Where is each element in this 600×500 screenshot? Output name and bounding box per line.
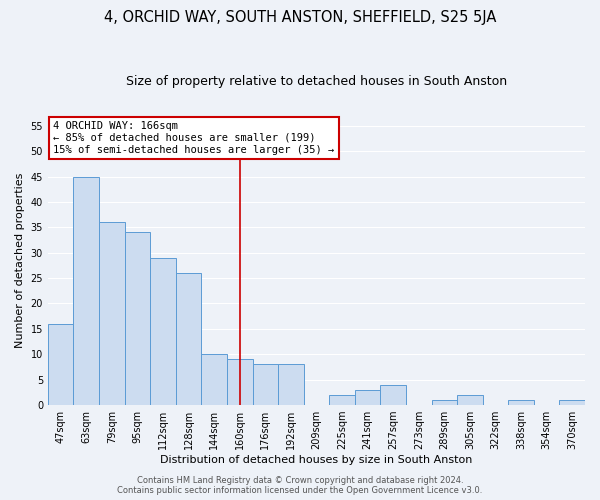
Bar	[355, 390, 380, 405]
Y-axis label: Number of detached properties: Number of detached properties	[15, 172, 25, 348]
Bar	[431, 400, 457, 405]
Bar	[125, 232, 150, 405]
Text: 4, ORCHID WAY, SOUTH ANSTON, SHEFFIELD, S25 5JA: 4, ORCHID WAY, SOUTH ANSTON, SHEFFIELD, …	[104, 10, 496, 25]
Bar	[99, 222, 125, 405]
Bar	[559, 400, 585, 405]
Bar	[176, 273, 202, 405]
Bar	[73, 176, 99, 405]
Bar	[150, 258, 176, 405]
Bar	[202, 354, 227, 405]
Bar	[278, 364, 304, 405]
Bar	[457, 395, 482, 405]
Bar	[380, 385, 406, 405]
Bar	[329, 395, 355, 405]
Bar	[227, 360, 253, 405]
Title: Size of property relative to detached houses in South Anston: Size of property relative to detached ho…	[126, 75, 507, 88]
Bar	[508, 400, 534, 405]
Bar	[48, 324, 73, 405]
Bar	[253, 364, 278, 405]
Text: 4 ORCHID WAY: 166sqm
← 85% of detached houses are smaller (199)
15% of semi-deta: 4 ORCHID WAY: 166sqm ← 85% of detached h…	[53, 122, 335, 154]
X-axis label: Distribution of detached houses by size in South Anston: Distribution of detached houses by size …	[160, 455, 473, 465]
Text: Contains HM Land Registry data © Crown copyright and database right 2024.
Contai: Contains HM Land Registry data © Crown c…	[118, 476, 482, 495]
